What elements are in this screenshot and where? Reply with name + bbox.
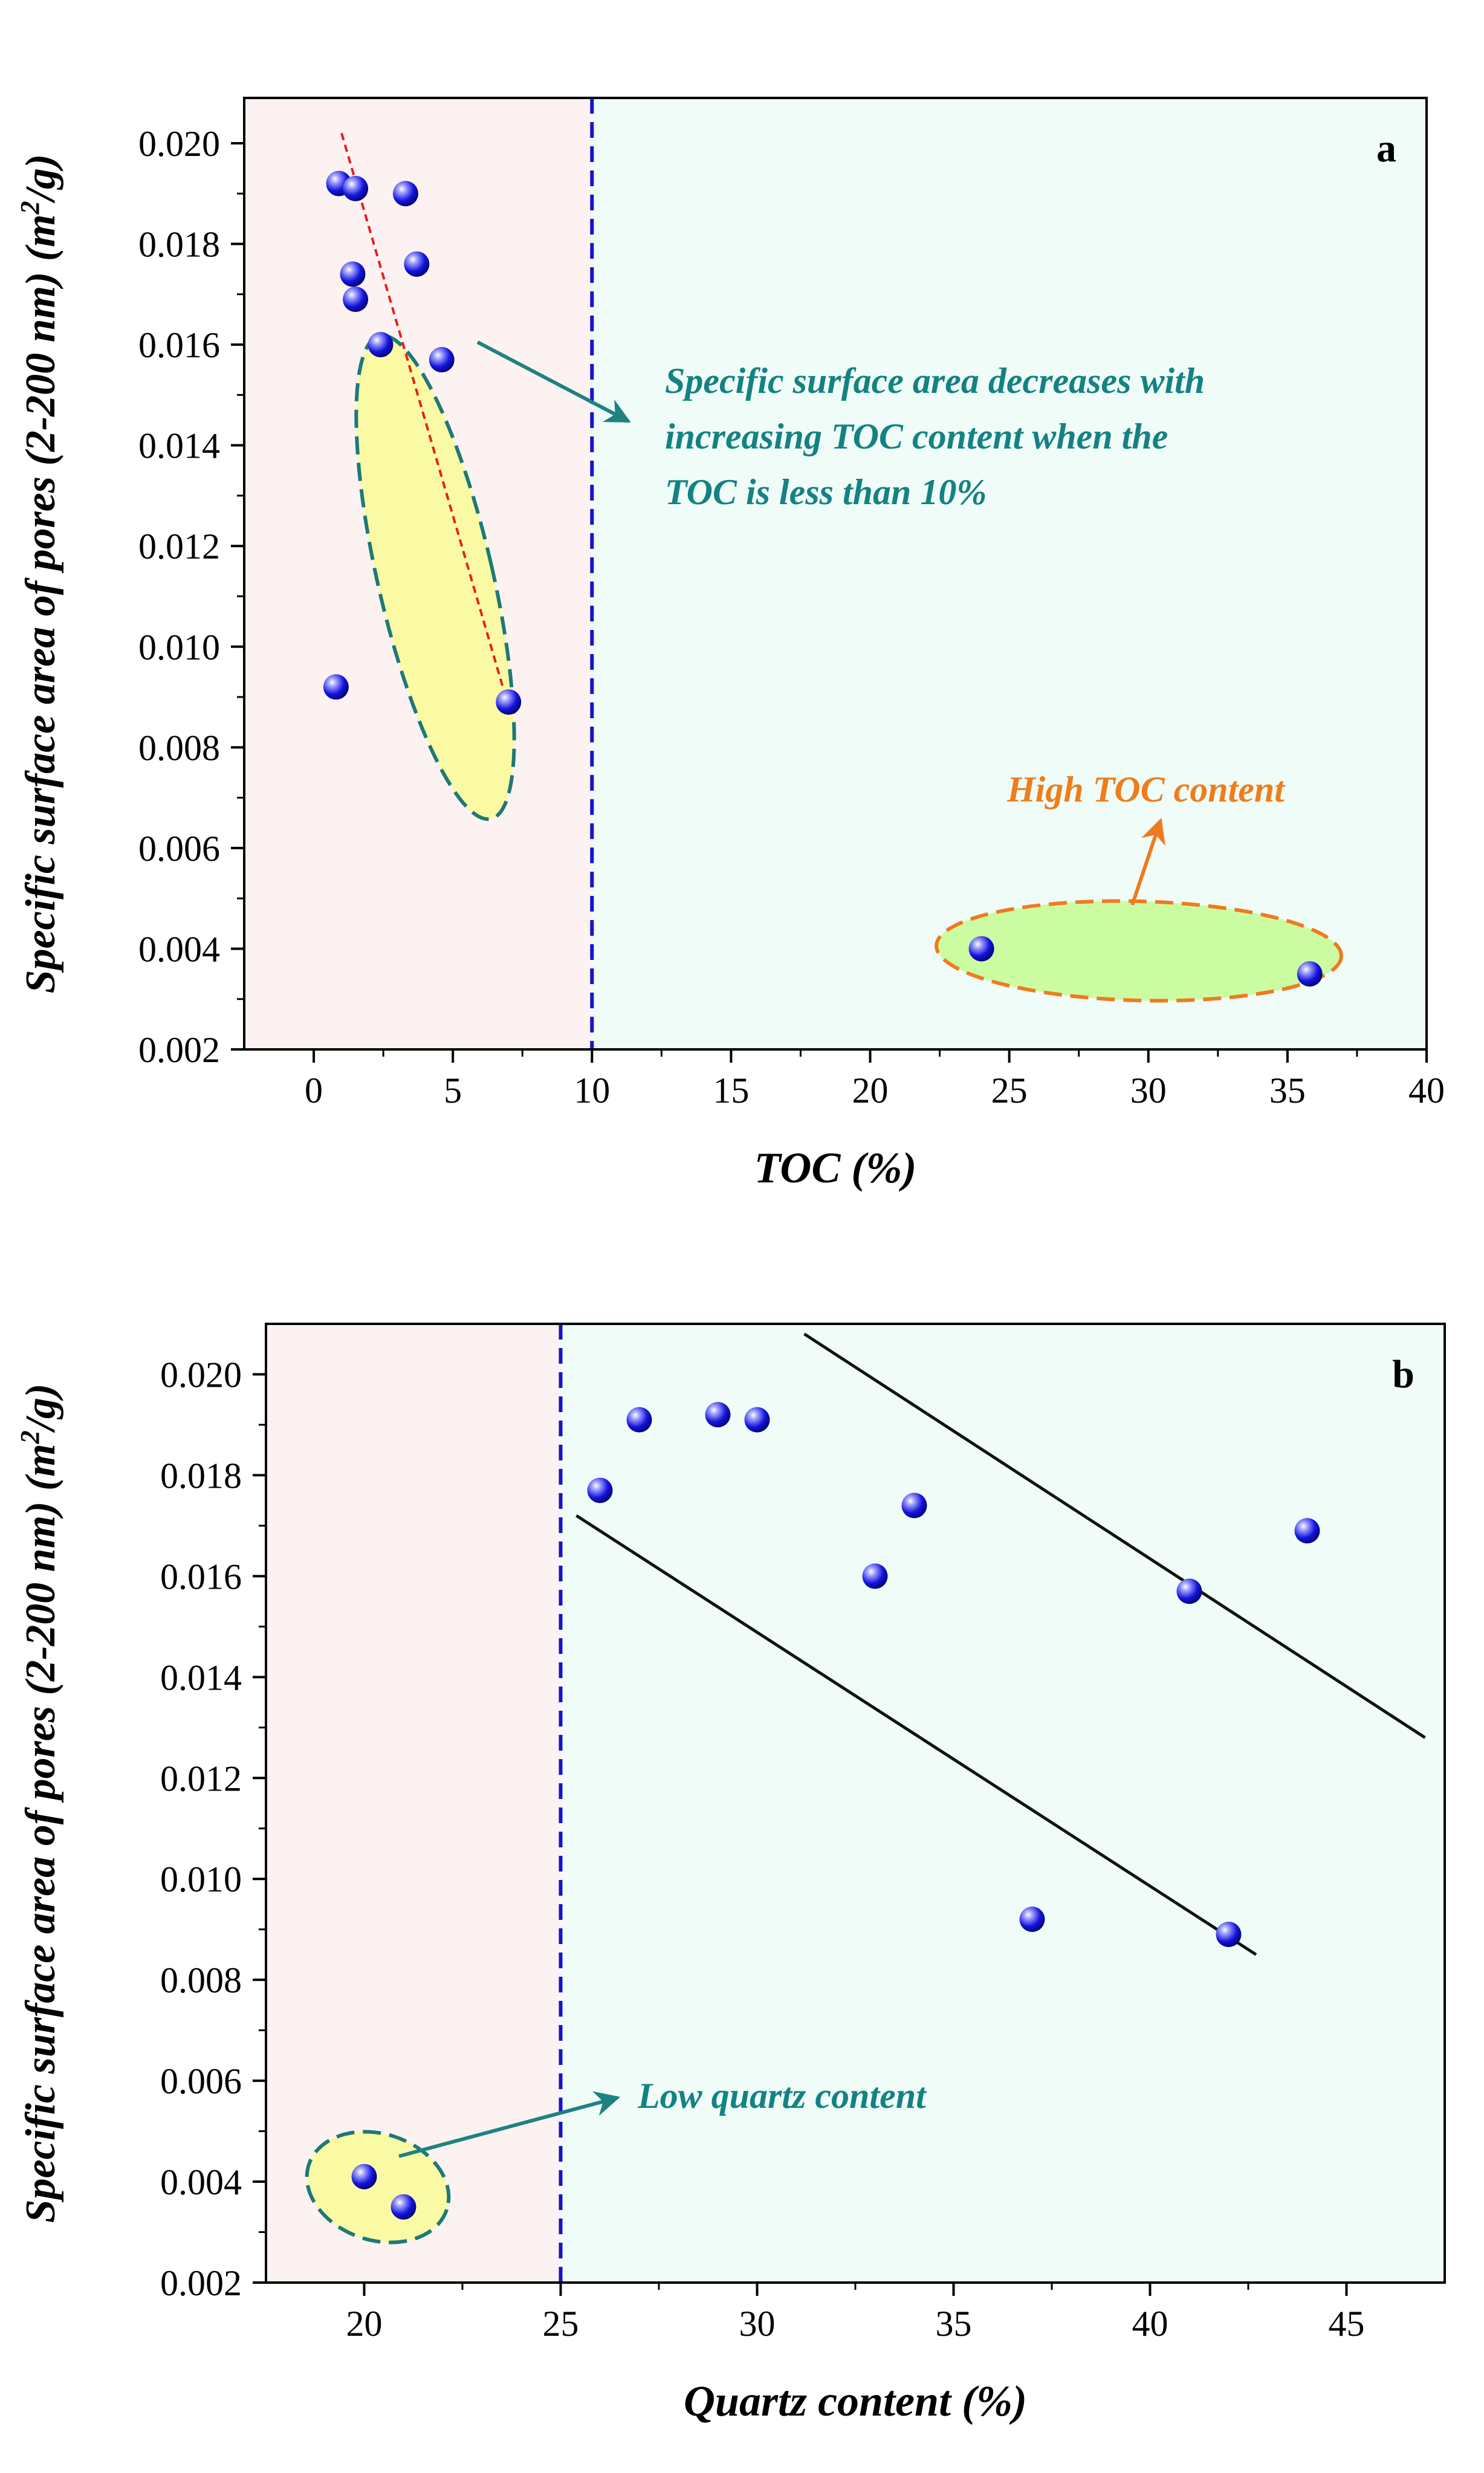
upper-boundary-line <box>803 1332 1426 1739</box>
annotation-text-high-toc: High TOC content <box>1006 770 1286 809</box>
data-point <box>323 674 349 700</box>
y-tick-label: 0.020 <box>138 124 220 164</box>
plot-frame-a <box>243 97 1428 1051</box>
data-point <box>626 1407 652 1433</box>
x-tick-label: 35 <box>936 2304 972 2344</box>
x-axis-label-b: Quartz content (%) <box>684 2377 1027 2425</box>
decreasing-trend-line <box>340 132 507 698</box>
x-tick-label: 30 <box>1130 1071 1167 1110</box>
x-tick-label: 25 <box>991 1071 1028 1110</box>
x-tick-label: 35 <box>1269 1071 1306 1110</box>
x-axis-ticks-b: 20 25 30 35 40 45 <box>346 2283 1365 2344</box>
x-tick-label: 0 <box>305 1071 323 1110</box>
x-tick-label: 25 <box>543 2304 579 2344</box>
y-tick-label: 0.006 <box>160 2061 242 2101</box>
y-tick-label: 0.018 <box>138 225 220 265</box>
data-point <box>705 1402 731 1428</box>
x-tick-label: 45 <box>1329 2304 1365 2344</box>
x-tick-label: 20 <box>346 2304 383 2344</box>
data-point <box>343 175 369 201</box>
x-tick-label: 10 <box>574 1071 610 1110</box>
data-point <box>368 332 394 358</box>
y-axis-ticks-b: 0.002 0.004 0.006 0.008 0.010 0.012 0.014 0.016… <box>160 1355 266 2303</box>
x-tick-label: 40 <box>1408 1071 1445 1110</box>
y-tick-label: 0.018 <box>160 1456 242 1496</box>
data-point <box>1216 1922 1242 1948</box>
annotation-line: increasing TOC content when the <box>665 416 1168 456</box>
data-point <box>1176 1578 1202 1604</box>
data-point <box>429 347 455 373</box>
x-axis-ticks-a: 0 5 10 15 20 25 30 35 40 <box>305 1049 1445 1110</box>
y-tick-label: 0.014 <box>160 1658 242 1697</box>
data-point <box>390 2194 416 2220</box>
annotation-line: Specific surface area decreases with <box>665 361 1205 401</box>
annotation-arrow-teal <box>476 340 631 423</box>
y-tick-label: 0.004 <box>138 929 220 969</box>
annotation-line: High TOC content <box>1006 770 1286 809</box>
lower-boundary-line <box>575 1514 1257 1956</box>
x-tick-label: 30 <box>739 2304 776 2344</box>
y-tick-label: 0.014 <box>138 426 220 466</box>
y-axis-ticks-a: 0.002 0.004 0.006 0.008 0.010 0.012 0.014 0.016… <box>138 124 244 1070</box>
y-axis-label-superscript: 2 <box>15 201 45 215</box>
low-toc-highlight-ellipse <box>354 333 516 822</box>
annotation-arrow-orange <box>1130 818 1165 906</box>
y-axis-label-b: Specific surface area of pores (2-200 nm… <box>15 1384 64 2223</box>
y-tick-label: 0.012 <box>160 1758 242 1798</box>
x-tick-label: 40 <box>1132 2304 1168 2344</box>
panel-label-a: a <box>1376 126 1396 170</box>
data-point <box>1297 961 1323 987</box>
data-point <box>744 1407 770 1433</box>
y-axis-label-end: /g) <box>18 1384 64 1434</box>
data-point <box>1294 1518 1320 1544</box>
high-toc-region <box>592 98 1427 1049</box>
data-point <box>496 689 522 715</box>
data-point <box>343 287 369 313</box>
data-point <box>862 1563 888 1589</box>
y-tick-label: 0.006 <box>138 829 220 869</box>
panel-a-chart: 0 5 10 15 20 25 30 35 40 0.0020.0040.0060.0080.0… <box>15 97 1445 1192</box>
low-quartz-region <box>266 1324 561 2283</box>
y-tick-label: 0.002 <box>138 1030 220 1070</box>
y-tick-label: 0.016 <box>160 1557 242 1596</box>
annotation-arrow-teal <box>398 2091 621 2158</box>
data-points-b <box>351 1402 1320 2220</box>
y-tick-label: 0.002 <box>160 2263 242 2303</box>
data-point <box>404 251 430 277</box>
y-tick-label: 0.004 <box>160 2162 242 2202</box>
y-tick-label: 0.012 <box>138 527 220 566</box>
x-axis-label-a: TOC (%) <box>754 1144 917 1192</box>
y-tick-label: 0.008 <box>138 728 220 768</box>
x-tick-label: 15 <box>713 1071 749 1110</box>
data-point <box>901 1493 927 1518</box>
data-points-a <box>323 170 1323 987</box>
annotation-text-decrease: Specific surface area decreases with inc… <box>665 361 1214 512</box>
high-quartz-region <box>560 1324 1445 2283</box>
x-tick-label: 5 <box>444 1071 462 1110</box>
y-tick-label: 0.020 <box>160 1355 242 1395</box>
y-axis-label-superscript: 2 <box>15 1430 45 1444</box>
annotation-line: TOC is less than 10% <box>665 472 987 512</box>
y-tick-label: 0.008 <box>160 1960 242 2000</box>
y-tick-label: 0.010 <box>138 627 220 667</box>
y-tick-label: 0.010 <box>160 1859 242 1899</box>
annotation-text-low-quartz: Low quartz content <box>637 2076 927 2116</box>
high-toc-highlight-ellipse <box>935 899 1343 1003</box>
y-axis-label-end: /g) <box>18 154 64 204</box>
data-point <box>351 2163 377 2189</box>
data-point <box>1019 1906 1045 1932</box>
y-axis-label-main: Specific surface area of pores (2-200 nm… <box>18 1444 64 2223</box>
data-point <box>392 181 418 207</box>
panel-b-chart: 20 25 30 35 40 45 0.0020.0040.0060.0080.0100.… <box>15 1323 1446 2425</box>
data-point <box>340 261 366 287</box>
annotation-line: Low quartz content <box>637 2076 927 2116</box>
y-axis-label-a: Specific surface area of pores (2-200 nm… <box>15 154 64 994</box>
y-axis-label-main: Specific surface area of pores (2-200 nm… <box>18 214 64 993</box>
panel-label-b: b <box>1392 1352 1414 1396</box>
data-point <box>587 1477 613 1503</box>
x-tick-label: 20 <box>852 1071 889 1110</box>
y-tick-label: 0.016 <box>138 325 220 365</box>
data-point <box>968 936 994 962</box>
